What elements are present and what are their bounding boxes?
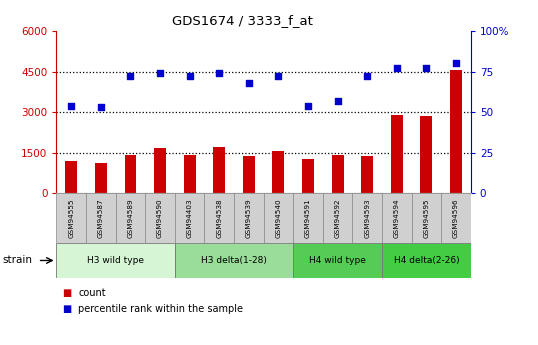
Bar [213, 147, 225, 193]
Bar [293, 243, 382, 278]
Text: GSM94539: GSM94539 [246, 198, 252, 238]
Text: H4 wild type: H4 wild type [309, 256, 366, 265]
Text: GSM94594: GSM94594 [394, 198, 400, 238]
Text: H4 delta(2-26): H4 delta(2-26) [394, 256, 459, 265]
Bar [204, 193, 234, 243]
Point [215, 70, 223, 76]
Bar [293, 193, 323, 243]
Bar [243, 156, 254, 193]
Text: GSM94593: GSM94593 [364, 198, 370, 238]
Bar [175, 243, 293, 278]
Text: H3 delta(1-28): H3 delta(1-28) [201, 256, 267, 265]
Point [67, 103, 75, 108]
Bar [264, 193, 293, 243]
Point [274, 74, 282, 79]
Point [126, 74, 134, 79]
Bar [272, 151, 284, 193]
Text: GSM94587: GSM94587 [98, 198, 104, 238]
Text: H3 wild type: H3 wild type [87, 256, 144, 265]
Bar [175, 193, 204, 243]
Text: GSM94589: GSM94589 [128, 198, 133, 238]
Bar [302, 159, 314, 193]
Bar [323, 193, 352, 243]
Bar [352, 193, 382, 243]
Bar [382, 193, 412, 243]
Bar [420, 117, 432, 193]
Bar [116, 193, 145, 243]
Point [451, 61, 460, 66]
Bar [95, 164, 107, 193]
Point [303, 103, 312, 108]
Point [392, 66, 401, 71]
Text: GSM94590: GSM94590 [157, 198, 163, 238]
Text: GSM94403: GSM94403 [187, 198, 193, 238]
Bar [234, 193, 264, 243]
Text: percentile rank within the sample: percentile rank within the sample [78, 304, 243, 314]
Text: ■: ■ [62, 288, 71, 298]
Point [155, 70, 164, 76]
Bar [391, 115, 402, 193]
Bar [450, 70, 462, 193]
Point [363, 74, 371, 79]
Point [422, 66, 430, 71]
Text: GSM94591: GSM94591 [305, 198, 311, 238]
Bar [86, 193, 116, 243]
Bar [441, 193, 471, 243]
Bar [412, 193, 441, 243]
Bar [56, 193, 86, 243]
Text: GSM94596: GSM94596 [453, 198, 459, 238]
Bar [183, 155, 195, 193]
Text: GDS1674 / 3333_f_at: GDS1674 / 3333_f_at [172, 14, 313, 27]
Bar [331, 155, 343, 193]
Text: count: count [78, 288, 105, 298]
Bar [145, 193, 175, 243]
Bar [154, 148, 166, 193]
Text: GSM94592: GSM94592 [335, 198, 341, 238]
Text: GSM94540: GSM94540 [275, 198, 281, 238]
Bar [382, 243, 471, 278]
Bar [65, 161, 77, 193]
Point [96, 105, 105, 110]
Text: strain: strain [3, 256, 33, 265]
Text: GSM94538: GSM94538 [216, 198, 222, 238]
Text: GSM94595: GSM94595 [423, 198, 429, 238]
Bar [124, 155, 136, 193]
Bar [361, 156, 373, 193]
Point [185, 74, 194, 79]
Point [333, 98, 342, 104]
Bar [56, 243, 175, 278]
Text: GSM94555: GSM94555 [68, 198, 74, 238]
Text: ■: ■ [62, 304, 71, 314]
Point [244, 80, 253, 86]
